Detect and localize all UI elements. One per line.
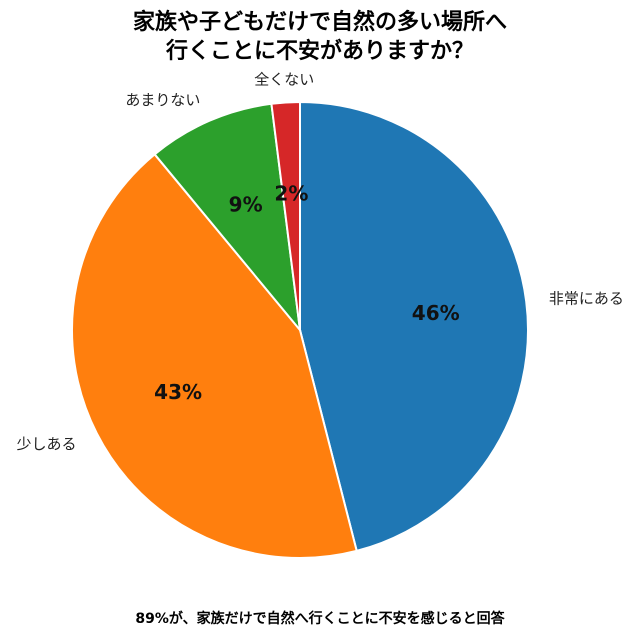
slice-category-label-1: 非常にある [549, 290, 624, 308]
chart-caption: 89%が、家族だけで自然へ行くことに不安を感じると回答 [135, 611, 505, 627]
slice-category-label-2: 少しある [17, 435, 77, 453]
slice-category-label-4: 全くない [254, 71, 314, 89]
slice-percent-label-4: 2% [274, 181, 308, 205]
slice-category-label-3: あまりない [125, 91, 200, 109]
pie-slice-1 [299, 100, 529, 553]
pie-slice-3 [153, 102, 302, 334]
pie-slice-2 [71, 152, 358, 559]
slice-percent-label-2: 43% [154, 380, 202, 404]
pie-slice-4 [270, 100, 301, 331]
slice-percent-label-3: 9% [229, 192, 263, 216]
chart-title-line-2: 行くことに不安がありますか？ [165, 39, 474, 64]
slice-percent-label-1: 46% [412, 301, 460, 325]
chart-title-line-1: 家族や子どもだけで自然の多い場所へ [132, 10, 507, 35]
chart-title: 家族や子どもだけで自然の多い場所へ 行くことに不安がありますか？ [0, 8, 640, 66]
